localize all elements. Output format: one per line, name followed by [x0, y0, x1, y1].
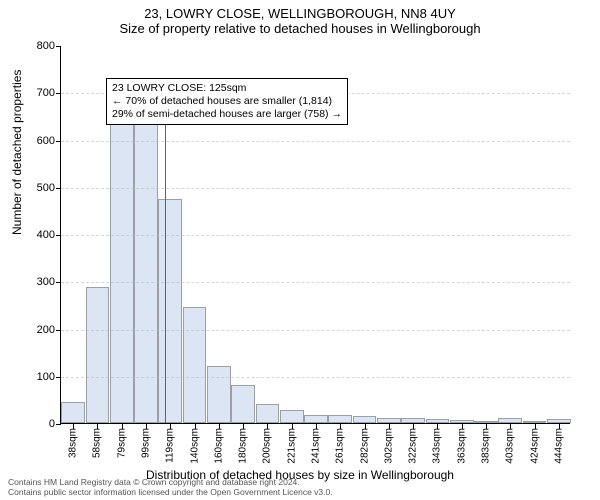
histogram-bar	[183, 307, 207, 423]
page-subtitle: Size of property relative to detached ho…	[0, 21, 600, 36]
x-tick-label: 261sqm	[335, 428, 346, 464]
histogram-bar	[304, 415, 328, 424]
y-axis-label: Number of detached properties	[10, 70, 24, 235]
histogram-bar	[61, 402, 85, 423]
histogram-bar	[280, 410, 304, 423]
x-tick-label: 79sqm	[116, 428, 127, 458]
y-tick-label: 400	[25, 229, 55, 241]
x-tick-label: 302sqm	[383, 428, 394, 464]
histogram-bar	[523, 421, 547, 423]
callout-line-3: 29% of semi-detached houses are larger (…	[112, 108, 342, 121]
y-tick-label: 600	[25, 135, 55, 147]
x-tick-label: 140sqm	[189, 428, 200, 464]
x-tick-label: 221sqm	[286, 428, 297, 464]
histogram-bar	[474, 421, 498, 423]
gridline	[61, 377, 570, 378]
histogram-bar	[353, 416, 377, 423]
y-tick-label: 100	[25, 371, 55, 383]
x-tick-label: 180sqm	[238, 428, 249, 464]
x-tick-label: 322sqm	[408, 428, 419, 464]
histogram-bar	[426, 419, 450, 423]
x-tick-label: 383sqm	[481, 428, 492, 464]
y-tick-label: 800	[25, 40, 55, 52]
gridline	[61, 235, 570, 236]
x-tick-label: 282sqm	[359, 428, 370, 464]
histogram-bar	[328, 415, 352, 423]
callout-line-1: 23 LOWRY CLOSE: 125sqm	[112, 82, 342, 95]
x-tick-label: 58sqm	[92, 428, 103, 458]
y-tick-label: 300	[25, 276, 55, 288]
histogram-bar	[134, 102, 158, 423]
x-tick-label: 119sqm	[165, 428, 176, 463]
x-tick-label: 99sqm	[141, 428, 152, 458]
gridline	[61, 188, 570, 189]
histogram-bar	[547, 419, 571, 423]
histogram-bar	[158, 199, 182, 423]
y-tick-label: 500	[25, 182, 55, 194]
histogram-chart: 0100200300400500600700800 38sqm58sqm79sq…	[60, 46, 570, 424]
histogram-bar	[377, 418, 401, 423]
x-tick-label: 160sqm	[213, 428, 224, 464]
page-title: 23, LOWRY CLOSE, WELLINGBOROUGH, NN8 4UY	[0, 6, 600, 21]
y-tick-label: 700	[25, 87, 55, 99]
histogram-bar	[86, 287, 110, 423]
x-tick-label: 200sqm	[262, 428, 273, 464]
x-tick-label: 241sqm	[311, 428, 322, 464]
gridline	[61, 330, 570, 331]
histogram-bar	[256, 404, 280, 423]
x-tick-label: 424sqm	[529, 428, 540, 464]
x-tick-label: 444sqm	[553, 428, 564, 464]
histogram-bar	[207, 366, 231, 423]
histogram-bar	[401, 418, 425, 423]
callout-box: 23 LOWRY CLOSE: 125sqm ← 70% of detached…	[106, 78, 348, 125]
plot-area: 0100200300400500600700800 38sqm58sqm79sq…	[60, 46, 570, 424]
histogram-bar	[450, 420, 474, 423]
x-tick-label: 38sqm	[68, 428, 79, 458]
footer-line-2: Contains public sector information licen…	[8, 488, 333, 498]
callout-line-2: ← 70% of detached houses are smaller (1,…	[112, 95, 342, 108]
x-tick-label: 343sqm	[432, 428, 443, 464]
y-tick-label: 0	[25, 418, 55, 430]
gridline	[61, 282, 570, 283]
x-tick-label: 363sqm	[456, 428, 467, 464]
x-tick-label: 403sqm	[505, 428, 516, 464]
y-tick-label: 200	[25, 324, 55, 336]
footer-attribution: Contains HM Land Registry data © Crown c…	[8, 478, 333, 498]
histogram-bar	[231, 385, 255, 423]
gridline	[61, 141, 570, 142]
reference-line	[165, 90, 166, 423]
histogram-bar	[498, 418, 522, 423]
